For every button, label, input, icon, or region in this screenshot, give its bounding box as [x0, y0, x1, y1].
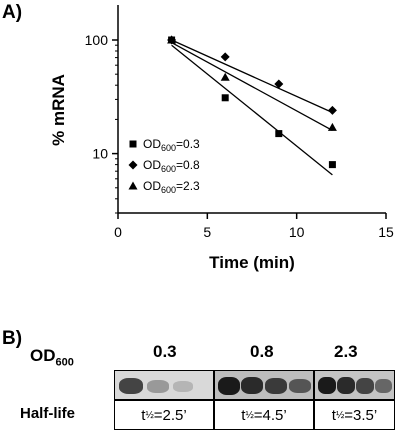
- gel-band: [173, 381, 193, 392]
- gel-lane-2: [314, 370, 395, 400]
- od600-label: OD600: [30, 346, 74, 369]
- gel-band: [337, 377, 355, 394]
- data-point-square: [328, 161, 336, 169]
- y-tick-label: 10: [92, 146, 108, 162]
- gel-band: [356, 378, 374, 394]
- half-life-label: Half-life: [20, 405, 76, 422]
- gel-band: [241, 377, 263, 394]
- gel-band: [318, 377, 336, 394]
- fit-line-2: [171, 41, 333, 131]
- x-tick-label: 15: [378, 224, 394, 240]
- data-point-triangle: [167, 35, 177, 44]
- gel-band: [147, 380, 169, 393]
- legend-entry-2: OD600=2.3: [143, 179, 200, 195]
- legend-marker-square: [129, 140, 137, 148]
- gel-band: [119, 378, 143, 394]
- lane-od-0: 0.3: [153, 342, 177, 361]
- gel-lane-1: [214, 370, 314, 400]
- legend-entry-0: OD600=0.3: [143, 137, 200, 153]
- data-point-triangle: [327, 122, 337, 131]
- gel-lane-0: [114, 370, 214, 400]
- data-point-triangle: [220, 72, 230, 81]
- gel-band: [375, 379, 392, 393]
- fit-lines: [171, 39, 333, 176]
- data-points: [167, 35, 337, 169]
- panel-a-label: A): [2, 2, 23, 23]
- lane-od-1: 0.8: [250, 342, 274, 361]
- y-ticks: 10 100: [85, 32, 118, 214]
- data-point-diamond: [220, 52, 230, 62]
- gel-band: [289, 379, 311, 393]
- half-life-cell-1: t ½ =4.5’: [214, 400, 314, 430]
- legend: OD600=0.3 OD600=0.8 OD600=2.3: [128, 137, 200, 195]
- x-tick-label: 10: [289, 224, 305, 240]
- data-point-square: [275, 130, 283, 138]
- lane-od-2: 2.3: [334, 342, 358, 361]
- half-life-cell-2: t ½ =3.5’: [314, 400, 395, 430]
- half-life-cell-0: t ½ =2.5’: [114, 400, 214, 430]
- data-point-square: [221, 94, 229, 102]
- x-tick-label: 0: [114, 224, 122, 240]
- legend-marker-diamond: [128, 160, 138, 170]
- fit-line-0: [171, 44, 333, 176]
- legend-entry-1: OD600=0.8: [143, 158, 200, 174]
- legend-marker-triangle: [128, 181, 138, 190]
- panel-b-label: B): [2, 328, 23, 349]
- decay-chart: 0 5 10 15 10 100 OD600=0.3 OD600=0.8 OD600=2.3…: [49, 5, 394, 272]
- data-point-diamond: [327, 105, 337, 115]
- fit-line-1: [171, 39, 333, 114]
- y-tick-label: 100: [85, 32, 109, 48]
- x-tick-label: 5: [203, 224, 211, 240]
- data-point-diamond: [274, 79, 284, 89]
- gel-band: [265, 378, 287, 394]
- y-axis-label: % mRNA: [49, 74, 68, 146]
- x-ticks: 0 5 10 15: [114, 213, 394, 240]
- gel-band: [218, 377, 240, 395]
- x-axis-label: Time (min): [209, 253, 295, 272]
